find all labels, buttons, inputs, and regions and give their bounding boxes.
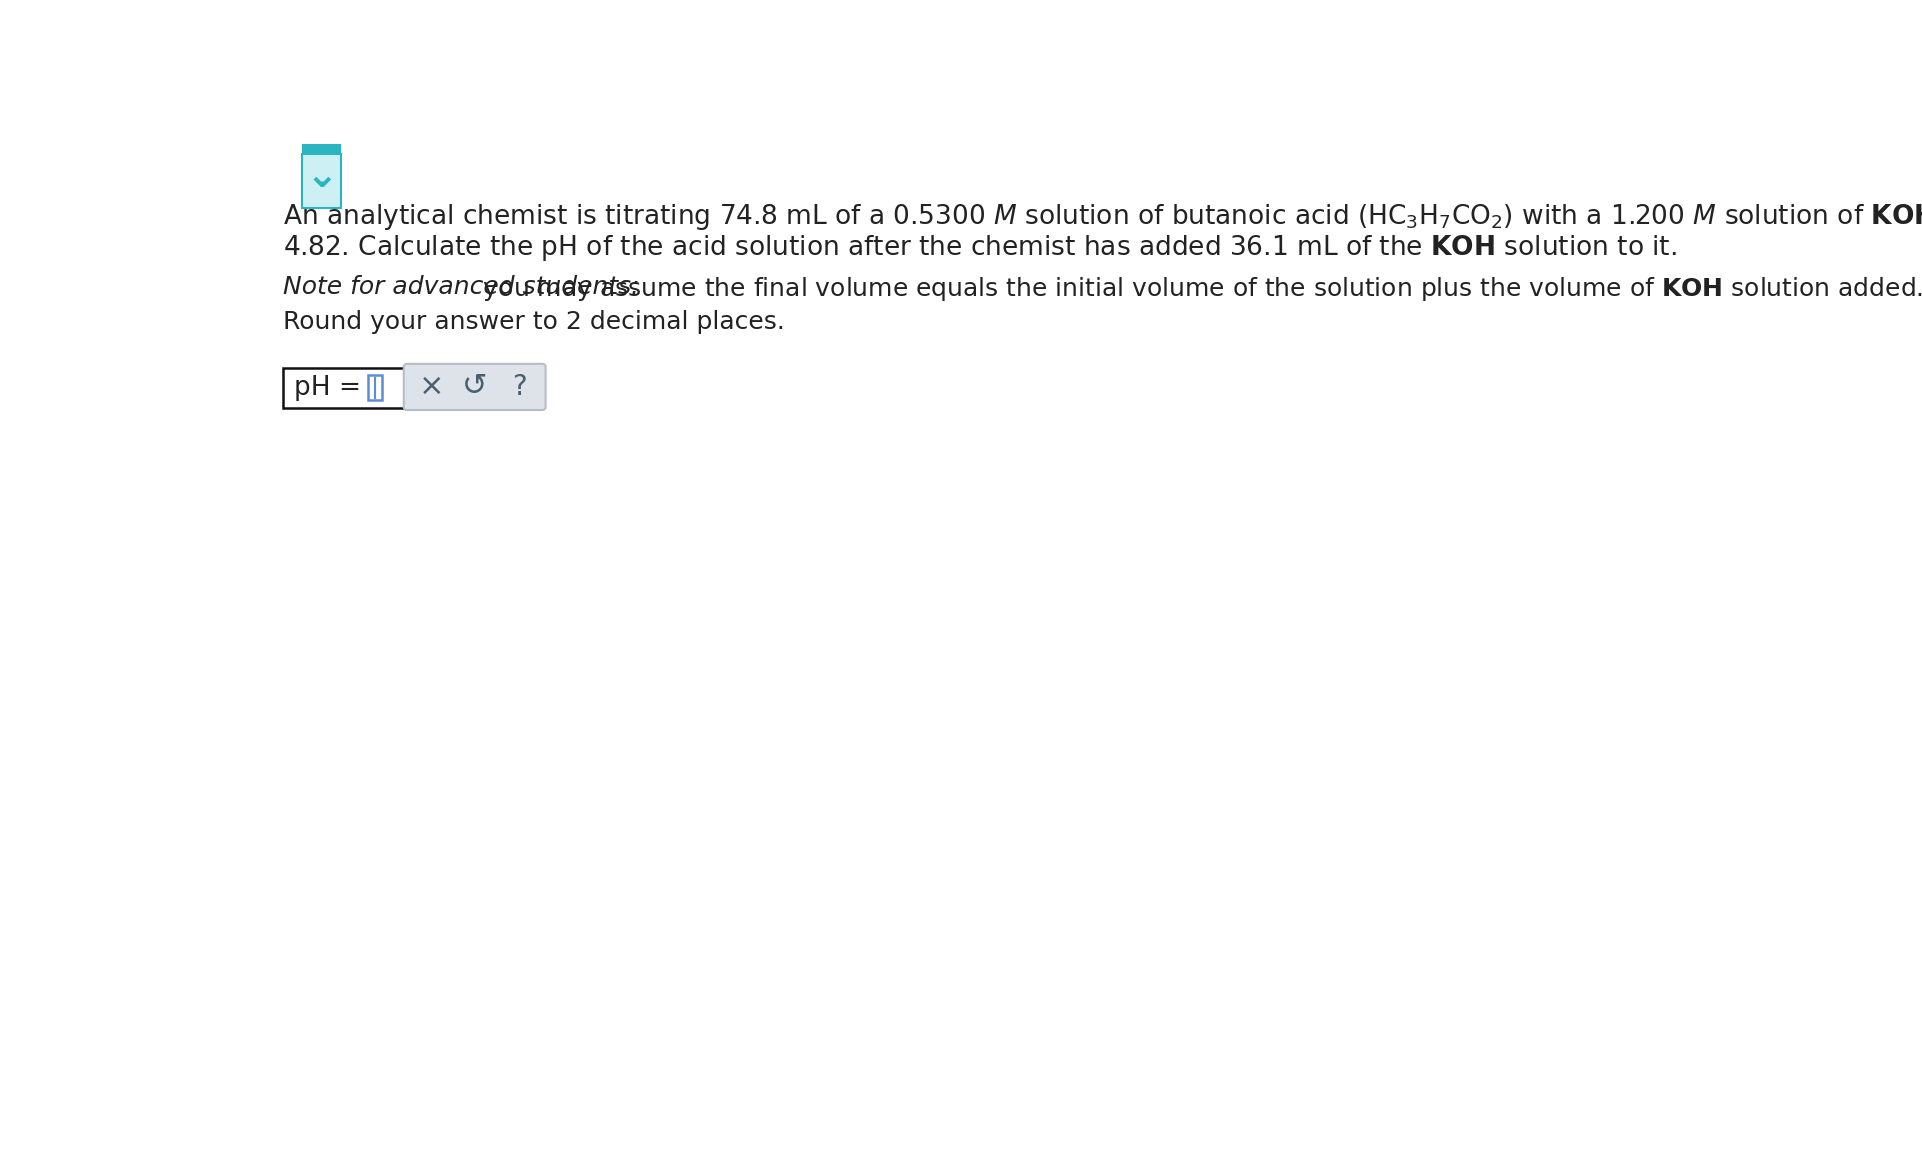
Text: ↺: ↺ xyxy=(461,372,488,402)
Text: ?: ? xyxy=(511,372,527,400)
FancyBboxPatch shape xyxy=(302,153,340,207)
Text: you may assume the final volume equals the initial volume of the solution plus t: you may assume the final volume equals t… xyxy=(475,275,1922,303)
Text: ×: × xyxy=(419,372,444,402)
Text: 4.82. Calculate the pH of the acid solution after the chemist has added 36.1 mL : 4.82. Calculate the pH of the acid solut… xyxy=(283,233,1676,263)
Text: pH =: pH = xyxy=(294,375,369,400)
FancyBboxPatch shape xyxy=(302,144,340,153)
Text: An analytical chemist is titrating 74.8 mL of a 0.5300 $\mathit{M}$ solution of : An analytical chemist is titrating 74.8 … xyxy=(283,203,1922,232)
Text: ⌄: ⌄ xyxy=(306,157,338,196)
Text: Note for advanced students:: Note for advanced students: xyxy=(283,275,640,300)
FancyBboxPatch shape xyxy=(369,376,382,400)
FancyBboxPatch shape xyxy=(404,364,546,410)
Text: Round your answer to 2 decimal places.: Round your answer to 2 decimal places. xyxy=(283,310,784,334)
FancyBboxPatch shape xyxy=(283,368,434,408)
